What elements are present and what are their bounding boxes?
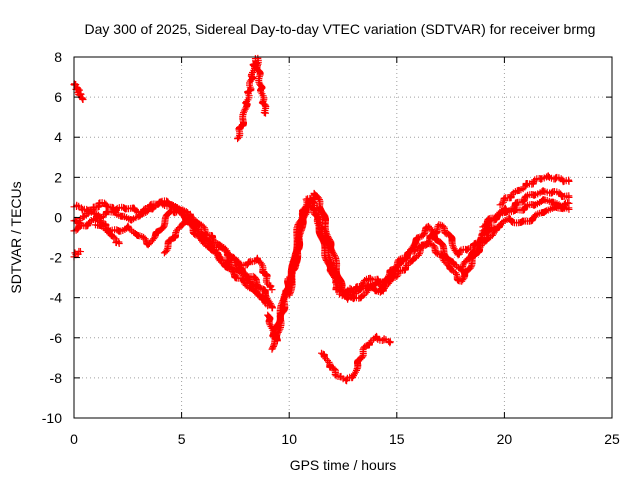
plot-frame xyxy=(73,56,613,419)
y-axis-label: SDTVAR / TECUs xyxy=(8,181,24,293)
series-arc-k xyxy=(496,172,573,209)
series-markers xyxy=(234,54,270,143)
chart-title: Day 300 of 2025, Sidereal Day-to-day VTE… xyxy=(85,21,596,37)
x-tick-label: 0 xyxy=(70,431,78,447)
x-tick-label: 10 xyxy=(281,431,297,447)
y-tick-label: 8 xyxy=(54,49,62,65)
series-markers xyxy=(285,189,487,303)
y-tick-label: 4 xyxy=(54,129,62,145)
y-tick-label: -4 xyxy=(50,290,63,306)
series-arc-p xyxy=(318,332,394,385)
x-tick-label: 25 xyxy=(604,431,620,447)
series-arc-h xyxy=(285,189,487,303)
series-arc-e xyxy=(160,210,272,310)
series-arc-m xyxy=(70,80,87,103)
y-tick-label: -8 xyxy=(50,370,63,386)
series-markers xyxy=(479,199,573,239)
y-tick-label: 0 xyxy=(54,209,62,225)
series-arc-n xyxy=(70,247,84,261)
y-tick-label: -6 xyxy=(50,330,63,346)
series-markers xyxy=(70,80,87,103)
x-axis-ticks: 0 5 10 15 20 25 xyxy=(70,57,620,447)
series-markers xyxy=(479,187,573,231)
series-markers xyxy=(318,332,394,385)
series-markers xyxy=(496,172,573,209)
series-markers xyxy=(70,247,84,261)
data-series xyxy=(70,54,573,385)
y-tick-label: -10 xyxy=(42,410,62,426)
series-arc-j xyxy=(479,187,573,231)
y-tick-label: 2 xyxy=(54,169,62,185)
x-axis-label: GPS time / hours xyxy=(290,457,397,473)
x-tick-label: 5 xyxy=(178,431,186,447)
y-tick-label: -2 xyxy=(50,250,63,266)
y-tick-label: 6 xyxy=(54,89,62,105)
series-arc-o xyxy=(234,54,270,143)
x-tick-label: 20 xyxy=(497,431,513,447)
y-axis-ticks: -10 -8 -6 -4 -2 0 2 4 6 8 xyxy=(42,49,612,426)
series-arc-l xyxy=(479,199,573,239)
x-tick-label: 15 xyxy=(389,431,405,447)
series-markers xyxy=(160,210,272,310)
